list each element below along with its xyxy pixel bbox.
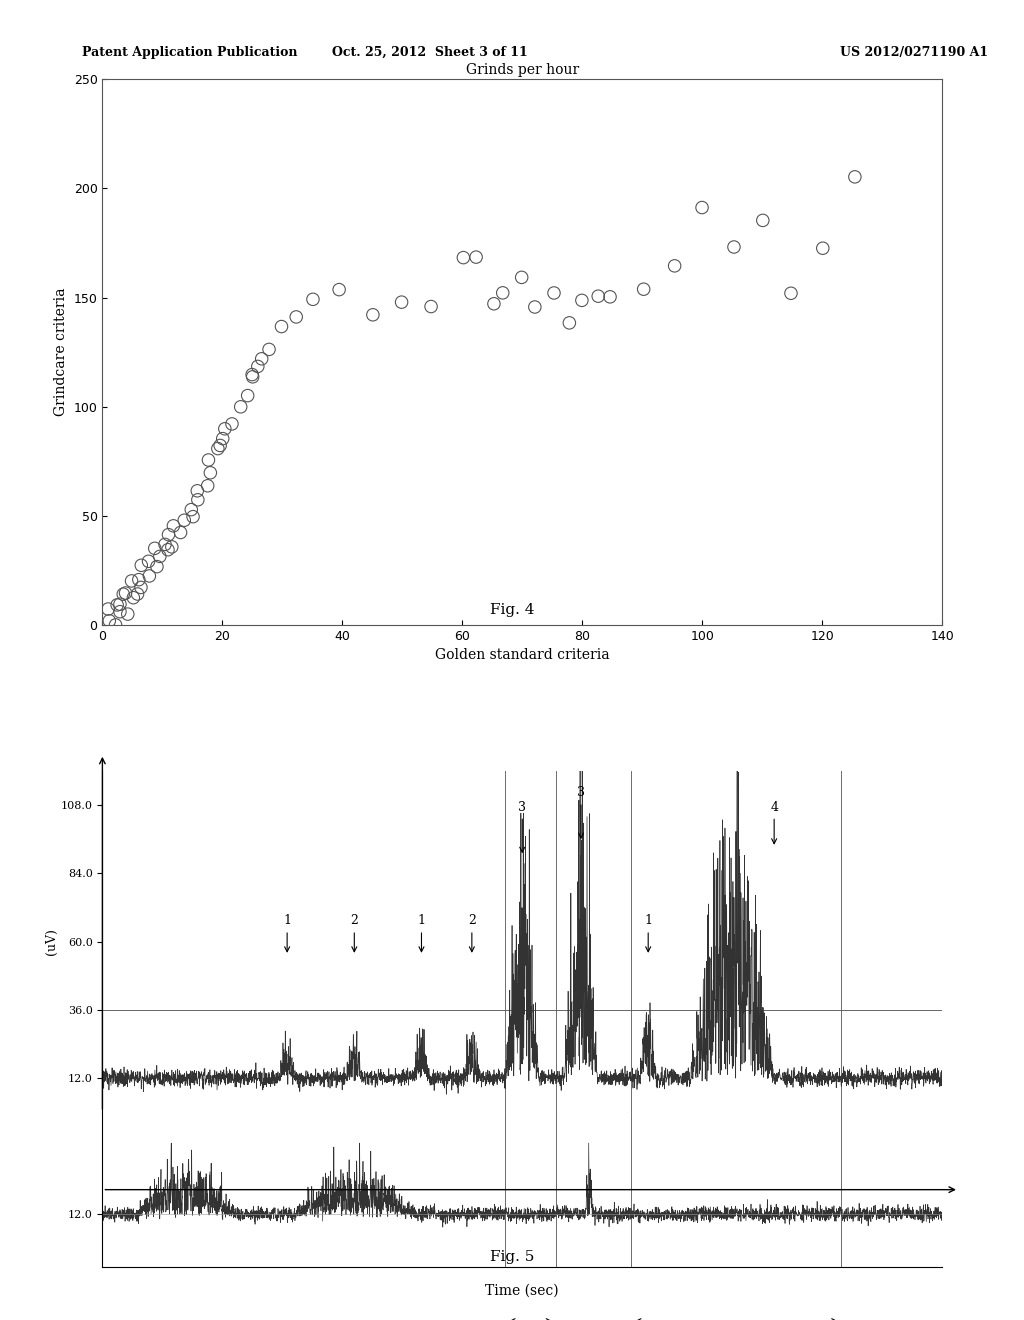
Point xyxy=(176,510,193,531)
Point xyxy=(120,603,136,624)
Point xyxy=(513,267,529,288)
Point xyxy=(254,348,270,370)
Point xyxy=(101,610,118,631)
Point xyxy=(185,506,202,527)
Point xyxy=(305,289,322,310)
X-axis label: Golden standard criteria: Golden standard criteria xyxy=(435,648,609,663)
Text: 3: 3 xyxy=(518,801,526,853)
Text: US 2012/0271190 A1: US 2012/0271190 A1 xyxy=(840,46,988,59)
Point xyxy=(183,499,200,520)
Point xyxy=(232,396,249,417)
Point xyxy=(217,418,233,440)
Y-axis label: (uV): (uV) xyxy=(45,928,58,954)
X-axis label: Time (sec): Time (sec) xyxy=(485,1284,559,1298)
Text: 1: 1 xyxy=(644,915,652,952)
Point xyxy=(112,601,128,622)
Point xyxy=(172,521,188,543)
Point xyxy=(261,339,278,360)
Point xyxy=(125,587,141,609)
Point xyxy=(189,490,206,511)
Point xyxy=(108,614,124,635)
Title: Grinds per hour: Grinds per hour xyxy=(466,62,579,77)
Point xyxy=(495,282,511,304)
Point xyxy=(212,434,228,455)
Point xyxy=(189,480,206,502)
Text: Oct. 25, 2012  Sheet 3 of 11: Oct. 25, 2012 Sheet 3 of 11 xyxy=(332,46,528,59)
Point xyxy=(573,290,590,312)
Point xyxy=(288,306,304,327)
Point xyxy=(726,236,742,257)
Text: 1: 1 xyxy=(283,915,291,952)
Point xyxy=(814,238,830,259)
Point xyxy=(224,413,241,434)
Point xyxy=(694,197,711,218)
Point xyxy=(133,554,150,576)
Point xyxy=(561,313,578,334)
Point xyxy=(782,282,799,304)
Point xyxy=(200,475,216,496)
Text: 3: 3 xyxy=(577,787,585,838)
Point xyxy=(273,315,290,337)
Point xyxy=(123,570,139,591)
Point xyxy=(250,356,266,378)
Point xyxy=(152,546,168,568)
Point xyxy=(215,428,231,449)
Point xyxy=(636,279,652,300)
Point xyxy=(667,255,683,276)
Point xyxy=(109,594,125,615)
Point xyxy=(160,539,176,560)
Point xyxy=(129,583,145,605)
Point xyxy=(755,210,771,231)
Point xyxy=(157,533,173,554)
Point xyxy=(602,286,618,308)
Text: 2: 2 xyxy=(350,915,358,952)
Point xyxy=(115,583,131,605)
Point xyxy=(365,304,381,325)
Point xyxy=(468,247,484,268)
Point xyxy=(546,282,562,304)
Point xyxy=(133,577,150,598)
Point xyxy=(526,297,543,318)
Point xyxy=(485,293,502,314)
Point xyxy=(112,594,128,615)
Point xyxy=(456,247,472,268)
Text: Patent Application Publication: Patent Application Publication xyxy=(82,46,297,59)
Text: 4: 4 xyxy=(770,801,778,843)
Point xyxy=(847,166,863,187)
Text: Fig. 5: Fig. 5 xyxy=(489,1250,535,1263)
Point xyxy=(161,524,177,545)
Point xyxy=(148,556,165,577)
Point xyxy=(210,438,226,459)
Point xyxy=(201,449,217,470)
Point xyxy=(141,565,158,586)
Y-axis label: Grindcare criteria: Grindcare criteria xyxy=(54,288,69,416)
Point xyxy=(131,569,147,590)
Text: 2: 2 xyxy=(468,915,476,952)
Point xyxy=(423,296,439,317)
Point xyxy=(240,385,256,407)
Point xyxy=(165,515,181,536)
Point xyxy=(100,598,117,619)
Point xyxy=(164,536,180,557)
Point xyxy=(244,364,260,385)
Point xyxy=(590,285,606,306)
Text: 1: 1 xyxy=(418,915,426,952)
Point xyxy=(146,537,163,558)
Point xyxy=(331,279,347,300)
Point xyxy=(245,366,261,387)
Text: Fig. 4: Fig. 4 xyxy=(489,603,535,616)
Point xyxy=(140,550,157,572)
Point xyxy=(202,462,218,483)
Point xyxy=(118,582,134,603)
Point xyxy=(393,292,410,313)
